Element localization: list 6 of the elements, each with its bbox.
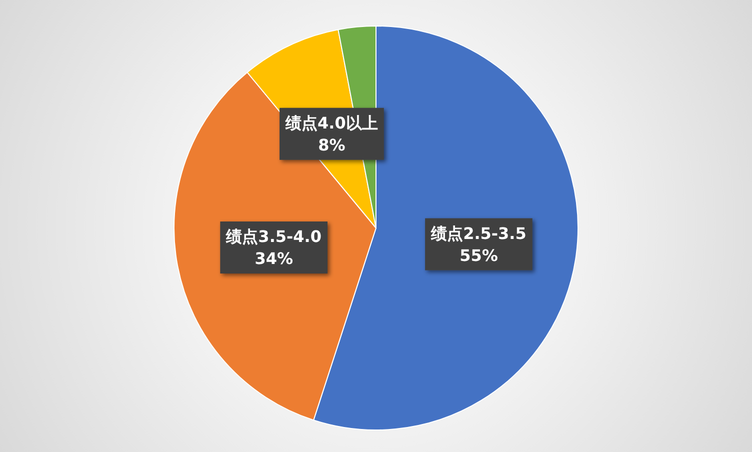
slice-label: 绩点2.5-3.5	[430, 224, 526, 243]
data-label: 55%	[460, 246, 498, 265]
data-label: 34%	[254, 248, 293, 268]
data-label: 8%	[318, 135, 346, 154]
slice-label: 绩点3.5-4.0	[225, 226, 322, 246]
slice-label: 绩点4.0以上	[284, 113, 378, 132]
